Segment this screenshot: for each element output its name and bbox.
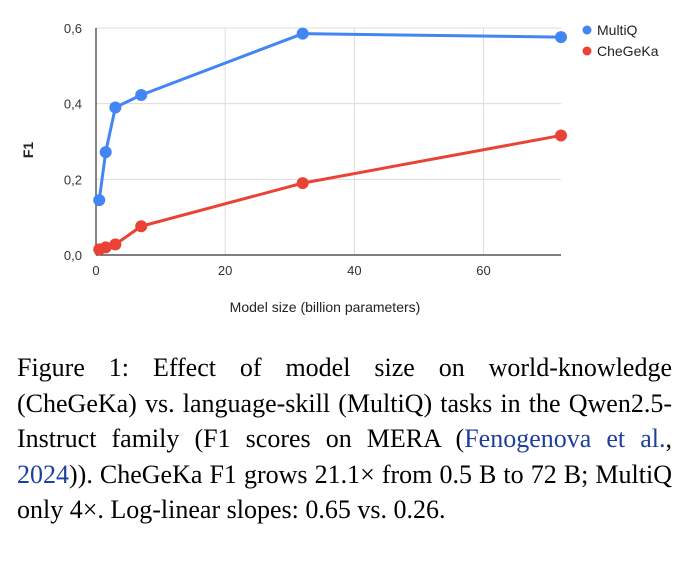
chegeka-point — [99, 241, 112, 254]
gridlines — [96, 27, 561, 255]
caption-text-1: Effect of model size on world-knowledge … — [17, 353, 673, 453]
x-tick-labels: 0 20 40 60 — [92, 263, 490, 278]
chegeka-point — [135, 220, 148, 233]
multiq-legend-label: MultiQ — [597, 22, 638, 38]
chegeka-line — [98, 133, 562, 251]
x-axis-title: Model size (billion parameters) — [230, 299, 421, 315]
figure-caption: Figure 1: Effect of model size on world-… — [17, 350, 672, 528]
citation-authors-link[interactable]: Fenogenova et al. — [464, 424, 666, 453]
legend: MultiQ CheGeKa — [582, 22, 659, 59]
y-axis-title: F1 — [20, 142, 36, 159]
y-tick-label: 0,0 — [64, 248, 82, 263]
multiq-legend-marker — [582, 25, 592, 35]
multiq-point — [109, 101, 122, 114]
line-chart: 0,0 0,2 0,4 0,6 0 20 40 60 F1 Model size (bill… — [20, 21, 659, 315]
chegeka-point — [555, 129, 567, 142]
x-tick-label: 20 — [218, 263, 232, 278]
multiq-point — [99, 146, 112, 159]
citation-separator: , — [665, 424, 673, 453]
y-tick-label: 0,2 — [64, 172, 82, 187]
axes — [95, 28, 561, 256]
chegeka-point — [296, 177, 309, 190]
multiq-point — [135, 88, 148, 101]
y-tick-labels: 0,0 0,2 0,4 0,6 — [64, 21, 82, 263]
chegeka-legend-label: CheGeKa — [597, 43, 659, 59]
series-points — [93, 27, 567, 256]
y-tick-label: 0,6 — [64, 21, 82, 36]
x-tick-label: 40 — [347, 263, 361, 278]
chegeka-point — [109, 238, 122, 251]
y-tick-label: 0,4 — [64, 97, 82, 112]
multiq-line — [97, 32, 562, 201]
multiq-point — [296, 27, 309, 40]
citation-year-link[interactable]: 2024 — [17, 459, 69, 489]
x-tick-label: 0 — [92, 263, 99, 278]
chegeka-legend-marker — [582, 46, 592, 56]
x-tick-label: 60 — [476, 263, 490, 278]
multiq-point — [93, 194, 106, 207]
series-lines — [97, 32, 562, 251]
caption-text-2: )). CheGeKa F1 grows 21.1× from 0.5 B to… — [17, 459, 672, 525]
figure-label: Figure 1: — [17, 353, 130, 382]
multiq-point — [555, 31, 567, 44]
